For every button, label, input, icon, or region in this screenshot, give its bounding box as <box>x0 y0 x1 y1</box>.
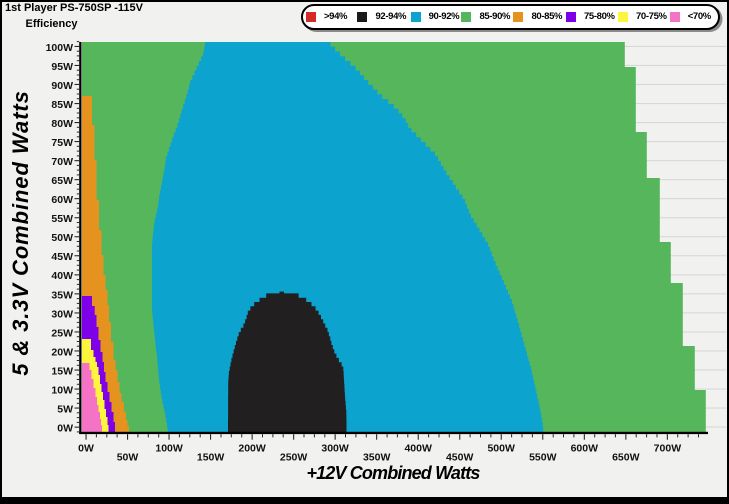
svg-text:10W: 10W <box>51 384 73 396</box>
svg-text:90W: 90W <box>51 80 73 92</box>
svg-text:350W: 350W <box>363 452 391 464</box>
svg-text:500W: 500W <box>487 443 515 455</box>
svg-text:80W: 80W <box>51 118 73 130</box>
svg-text:450W: 450W <box>446 452 474 464</box>
svg-text:100W: 100W <box>155 443 183 455</box>
svg-text:0W: 0W <box>57 423 73 435</box>
svg-text:50W: 50W <box>117 452 139 464</box>
svg-text:85W: 85W <box>51 99 73 111</box>
svg-text:50W: 50W <box>51 232 73 244</box>
svg-text:600W: 600W <box>571 443 599 455</box>
svg-text:550W: 550W <box>529 452 557 464</box>
svg-text:70W: 70W <box>51 156 73 168</box>
svg-text:25W: 25W <box>51 327 73 339</box>
svg-text:300W: 300W <box>321 443 349 455</box>
svg-text:200W: 200W <box>238 443 266 455</box>
svg-text:55W: 55W <box>51 213 73 225</box>
svg-text:75W: 75W <box>51 137 73 149</box>
svg-text:250W: 250W <box>280 452 308 464</box>
svg-text:0W: 0W <box>78 443 94 455</box>
svg-text:65W: 65W <box>51 175 73 187</box>
svg-text:400W: 400W <box>404 443 432 455</box>
svg-text:150W: 150W <box>197 452 225 464</box>
svg-text:5W: 5W <box>57 404 73 416</box>
svg-text:30W: 30W <box>51 308 73 320</box>
svg-text:20W: 20W <box>51 346 73 358</box>
svg-text:650W: 650W <box>612 452 640 464</box>
svg-text:100W: 100W <box>46 42 74 54</box>
svg-text:35W: 35W <box>51 289 73 301</box>
svg-text:45W: 45W <box>51 251 73 263</box>
svg-text:60W: 60W <box>51 194 73 206</box>
svg-text:700W: 700W <box>654 443 682 455</box>
svg-text:15W: 15W <box>51 365 73 377</box>
svg-text:40W: 40W <box>51 270 73 282</box>
svg-text:95W: 95W <box>51 61 73 73</box>
